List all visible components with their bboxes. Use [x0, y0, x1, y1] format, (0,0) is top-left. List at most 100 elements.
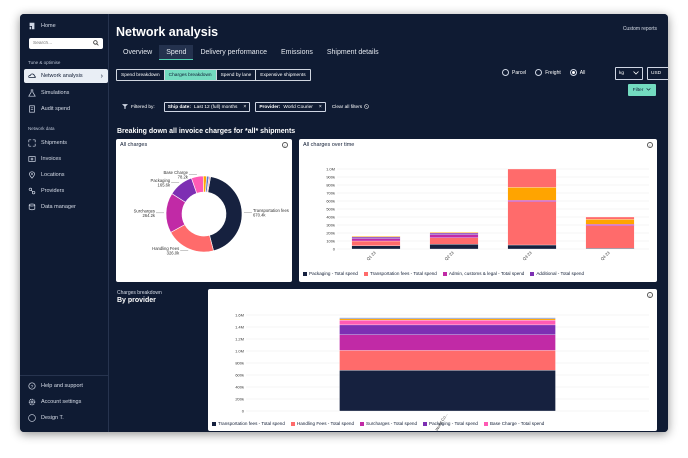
avatar	[28, 414, 36, 422]
x-tick-label: Q4 23	[599, 250, 611, 262]
subtab-spend-breakdown[interactable]: Spend breakdown	[117, 70, 165, 80]
invoice-icon	[28, 155, 36, 163]
cloud-icon	[28, 72, 36, 80]
sidebar-item-account-settings[interactable]: Account settings	[24, 395, 108, 409]
sidebar-item-label: Simulations	[41, 90, 70, 96]
filter-chip-provider[interactable]: Provider: World Courier ×	[255, 102, 326, 112]
radio-button[interactable]	[502, 69, 509, 76]
bar-segment	[507, 201, 557, 246]
y-tick-label: 0	[242, 409, 245, 414]
bar-segment	[339, 318, 556, 321]
sidebar-item-invoices[interactable]: Invoices	[24, 152, 108, 166]
close-icon[interactable]: ×	[243, 104, 247, 110]
radio-freight[interactable]: Freight	[535, 69, 561, 76]
sidebar-item-label: Locations	[41, 172, 65, 178]
filter-button[interactable]: Filter	[628, 84, 656, 96]
legend-swatch	[290, 421, 295, 426]
y-tick-label: 900k	[326, 175, 335, 180]
slice-label: Transportation fees	[253, 208, 289, 213]
main-tabs: Overview Spend Delivery performance Emis…	[116, 45, 386, 60]
clear-filters-link[interactable]: Clear all filters	[332, 103, 369, 111]
y-tick-label: 1.6M	[235, 313, 244, 318]
y-tick-label: 1.0M	[326, 167, 335, 172]
search-icon[interactable]	[93, 39, 99, 48]
section-title: By provider	[117, 297, 156, 304]
unit-select-value: kg	[619, 71, 625, 76]
legend-label: Additional - Total spend	[536, 271, 585, 276]
legend-swatch	[442, 271, 447, 276]
sidebar-item-shipments[interactable]: Shipments	[24, 136, 108, 150]
bar-segment	[339, 319, 556, 326]
radio-button[interactable]	[535, 69, 543, 76]
y-tick-label: 800k	[326, 183, 335, 188]
info-icon[interactable]: i	[647, 292, 653, 298]
currency-select-value: USD	[651, 71, 662, 76]
bar-segment	[507, 168, 557, 188]
tab-delivery-performance[interactable]: Delivery performance	[200, 49, 267, 56]
radio-label: Freight	[545, 69, 561, 76]
x-tick-label: Q3 23	[521, 250, 533, 262]
radio-button[interactable]	[569, 69, 577, 76]
bar-segment	[585, 225, 635, 249]
filter-icon	[122, 103, 128, 111]
chevron-down-icon	[633, 70, 639, 77]
sidebar-item-network-analysis[interactable]: Network analysis ›	[24, 69, 108, 83]
chip-value: World Courier	[283, 104, 313, 110]
close-icon[interactable]: ×	[318, 104, 322, 110]
page-title: Network analysis	[116, 25, 219, 39]
info-icon[interactable]: i	[647, 142, 653, 148]
sidebar-item-user[interactable]: Design T.	[24, 411, 108, 425]
info-icon[interactable]: i	[282, 142, 288, 148]
sidebar-item-label: Shipments	[41, 140, 67, 146]
bar-segment	[339, 324, 556, 335]
sidebar-home[interactable]: Home	[24, 19, 108, 33]
sidebar-item-help[interactable]: ? Help and support	[24, 379, 108, 393]
filter-chip-ship-date[interactable]: Ship date: Last 12 (full) months ×	[163, 102, 251, 112]
bar-segment	[339, 317, 556, 319]
sidebar-item-audit-spend[interactable]: Audit spend	[24, 102, 108, 116]
y-tick-label: 300k	[326, 223, 335, 228]
sidebar-item-label: Audit spend	[41, 106, 71, 112]
subtab-expensive-shipments[interactable]: Expensive shipments	[260, 72, 306, 78]
y-tick-label: 600k	[326, 199, 335, 204]
custom-reports-link[interactable]: Custom reports	[622, 26, 657, 32]
bar-segment	[339, 370, 556, 412]
tab-overview[interactable]: Overview	[123, 49, 153, 56]
svg-text:?: ?	[31, 384, 34, 390]
slice-value: 264.2k	[142, 213, 155, 218]
bar-segment	[351, 245, 401, 250]
sidebar: Home Tune & optimise Network analysis › …	[20, 14, 109, 432]
radio-label: All	[579, 69, 586, 76]
bar-segment	[429, 237, 479, 245]
legend-label: Packaging - Total spend	[429, 421, 478, 426]
legend-label: Admin, customs & legal - Total spend	[448, 271, 525, 276]
y-tick-label: 800k	[235, 361, 244, 366]
subtab-spend-by-lane[interactable]: Spend by lane	[217, 70, 257, 80]
search-input[interactable]	[33, 41, 83, 46]
by-provider-card: i 0 200k 400k 600k 800k 1.0M 1.2M 1.4M 1.6M World…	[208, 289, 657, 431]
help-icon: ?	[28, 382, 36, 390]
bar-segment	[507, 187, 557, 201]
sidebar-item-locations[interactable]: Locations	[24, 168, 108, 182]
currency-select[interactable]: USD	[647, 67, 668, 80]
sidebar-item-providers[interactable]: Providers	[24, 184, 108, 198]
tab-emissions[interactable]: Emissions	[280, 49, 313, 56]
tab-spend[interactable]: Spend	[159, 45, 194, 60]
tab-shipment-details[interactable]: Shipment details	[326, 49, 379, 56]
filter-button-label: Filter	[632, 87, 644, 93]
slice-label: Surcharges	[134, 208, 155, 213]
slice-value: 670.4k	[253, 212, 266, 217]
sidebar-search[interactable]	[29, 38, 103, 49]
bar-segment	[429, 232, 479, 234]
chip-key: Ship date:	[167, 104, 191, 110]
legend-swatch	[363, 271, 368, 276]
y-tick-label: 1.4M	[235, 325, 244, 330]
subtab-charges-breakdown[interactable]: Charges breakdown	[164, 70, 217, 80]
radio-all[interactable]: All	[569, 69, 586, 76]
main-content: Network analysis Custom reports Overview…	[109, 14, 668, 432]
sidebar-item-simulations[interactable]: Simulations	[24, 86, 108, 100]
radio-parcel[interactable]: Parcel	[502, 69, 526, 76]
sidebar-item-data-manager[interactable]: Data manager	[24, 200, 108, 214]
unit-select[interactable]: kg	[615, 67, 643, 80]
legend-swatch	[423, 421, 428, 426]
